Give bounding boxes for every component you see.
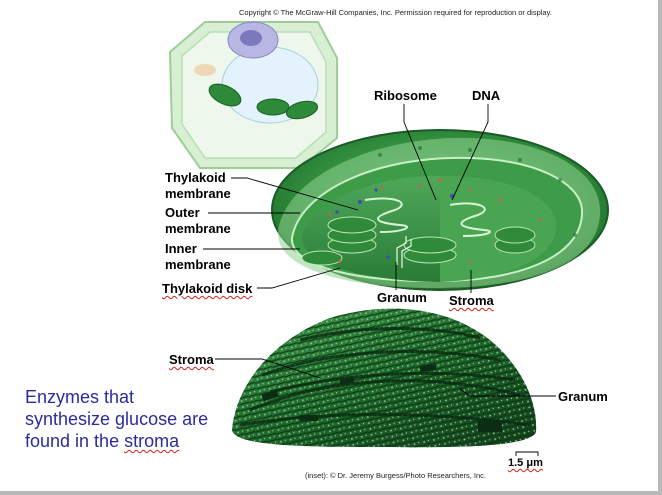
leader-lines (203, 104, 556, 456)
label-stroma-micrograph: Stroma (169, 352, 214, 367)
stroma-note: Enzymes that synthesize glucose are foun… (25, 386, 225, 452)
label-thylakoid-membrane-line2: membrane (165, 186, 231, 201)
label-dna: DNA (472, 88, 501, 103)
scale-bar-label: 1.5 μm (508, 457, 543, 469)
label-thylakoid-membrane-line1: Thylakoid (165, 170, 226, 185)
label-outer-membrane-line2: membrane (165, 221, 231, 236)
page-border-bottom (0, 491, 662, 495)
note-stroma-word: stroma (124, 431, 180, 451)
note-line-2: synthesize glucose are (25, 409, 209, 429)
note-line-1: Enzymes that (25, 387, 135, 407)
label-stroma: Stroma (449, 293, 494, 308)
photo-credit: (inset): © Dr. Jeremy Burgess/Photo Rese… (305, 471, 487, 480)
label-thylakoid-disk: Thylakoid disk (162, 281, 253, 296)
chloroplast-illustration (271, 129, 609, 291)
label-granum-micrograph: Granum (558, 389, 608, 404)
plant-cell-illustration (168, 21, 338, 169)
label-inner-membrane-line1: Inner (165, 241, 197, 256)
label-ribosome: Ribosome (374, 88, 437, 103)
label-granum: Granum (377, 290, 427, 305)
label-inner-membrane-line2: membrane (165, 257, 231, 272)
note-line-3-prefix: found in the (25, 431, 125, 451)
label-outer-membrane-line1: Outer (165, 205, 200, 220)
page-border-right (658, 0, 662, 495)
copyright-notice: Copyright © The McGraw-Hill Companies, I… (239, 8, 552, 17)
chloroplast-micrograph (232, 308, 537, 448)
